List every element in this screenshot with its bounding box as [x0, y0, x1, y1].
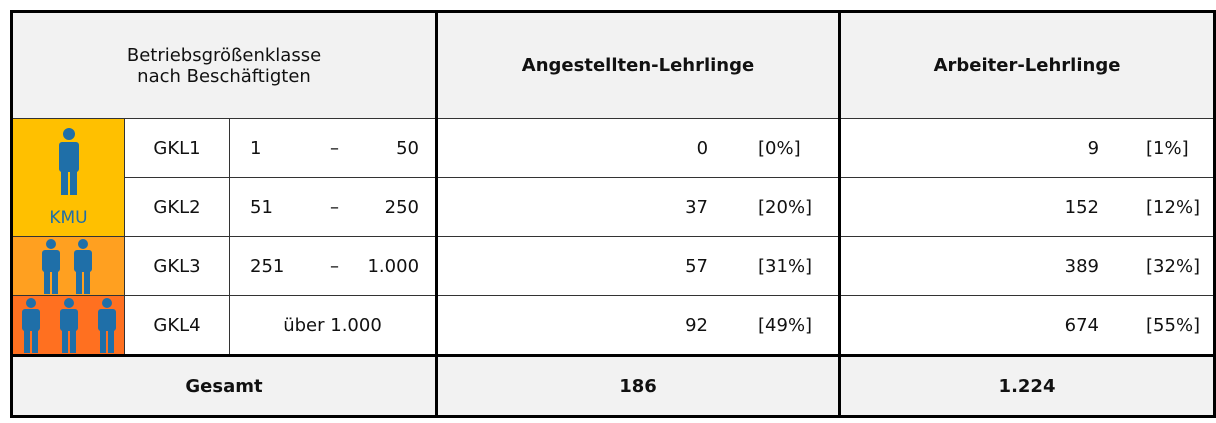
total-row: Gesamt 186 1.224 [9, 354, 1216, 418]
value: 37 [685, 196, 709, 218]
header-text: nach Beschäftigten [137, 65, 311, 87]
table-row: GKL2 51 – 250 37 [20%] 152 [12%] [12, 177, 1216, 237]
class-cell: GKL4 [124, 295, 230, 356]
range-to: 250 [384, 196, 420, 218]
percent: [12%] [1146, 196, 1201, 218]
header-row: Betriebsgrößenklasse nach Beschäftigten … [9, 10, 1216, 119]
person-icon [21, 298, 116, 353]
total-value: 1.224 [838, 354, 1216, 418]
range-cell: über 1.000 [228, 295, 438, 356]
header-cell: Betriebsgrößenklasse nach Beschäftigten [9, 10, 438, 119]
value: 92 [685, 314, 709, 336]
range-cell: 51 – 250 [228, 177, 438, 237]
value-cell: 9 [1%] [838, 118, 1216, 178]
range-cell: 1 – 50 [228, 118, 438, 178]
range-dash: – [330, 137, 339, 159]
icon-cell [10, 295, 125, 356]
range-cell: 251 – 1.000 [228, 236, 438, 296]
value: 0 [696, 137, 709, 159]
value-cell: 92 [49%] [435, 295, 841, 356]
table-row: GKL3 251 – 1.000 57 [31%] 389 [32%] [10, 236, 1216, 296]
value-cell: 674 [55%] [838, 295, 1216, 356]
class-cell: GKL1 [124, 118, 230, 178]
value: 674 [1064, 314, 1100, 336]
value-cell: 152 [12%] [838, 177, 1216, 237]
value: 152 [1064, 196, 1100, 218]
class-cell: GKL2 [124, 177, 230, 237]
icon-cell [10, 236, 125, 296]
percent: [55%] [1146, 314, 1201, 336]
percent: [49%] [758, 314, 813, 336]
value-cell: 0 [0%] [435, 118, 841, 178]
range-to: 1.000 [367, 255, 420, 277]
range-dash: – [330, 196, 339, 218]
table-row: GKL4 über 1.000 92 [49%] 674 [55%] [10, 295, 1216, 356]
value-cell: 389 [32%] [838, 236, 1216, 296]
value: 9 [1087, 137, 1100, 159]
total-label: Gesamt [9, 354, 438, 418]
value-cell: 37 [20%] [435, 177, 841, 237]
range-from: 251 [250, 255, 285, 277]
percent: [20%] [758, 196, 813, 218]
percent: [31%] [758, 255, 813, 277]
kmu-cell: KMU [10, 118, 125, 237]
range-from: 51 [250, 196, 273, 218]
header-cell: Angestellten-Lehrlinge [435, 10, 841, 119]
person-icon [41, 239, 92, 294]
range-from: 1 [250, 137, 262, 159]
table-row: KMU GKL1 1 – 50 0 [0%] 9 [1%] [10, 118, 1216, 237]
class-cell: GKL3 [124, 236, 230, 296]
percent: [1%] [1146, 137, 1189, 159]
percent: [0%] [758, 137, 801, 159]
percent: [32%] [1146, 255, 1201, 277]
value-cell: 57 [31%] [435, 236, 841, 296]
kmu-label: KMU [49, 208, 88, 228]
range-to: 50 [396, 137, 420, 159]
header-cell: Arbeiter-Lehrlinge [838, 10, 1216, 119]
header-text: Betriebsgrößenklasse [126, 44, 322, 66]
total-value: 186 [435, 354, 841, 418]
person-icon [58, 128, 79, 195]
value: 389 [1064, 255, 1100, 277]
apprentice-table: Betriebsgrößenklasse nach Beschäftigten … [9, 10, 1216, 418]
value: 57 [685, 255, 709, 277]
range-dash: – [330, 255, 339, 277]
